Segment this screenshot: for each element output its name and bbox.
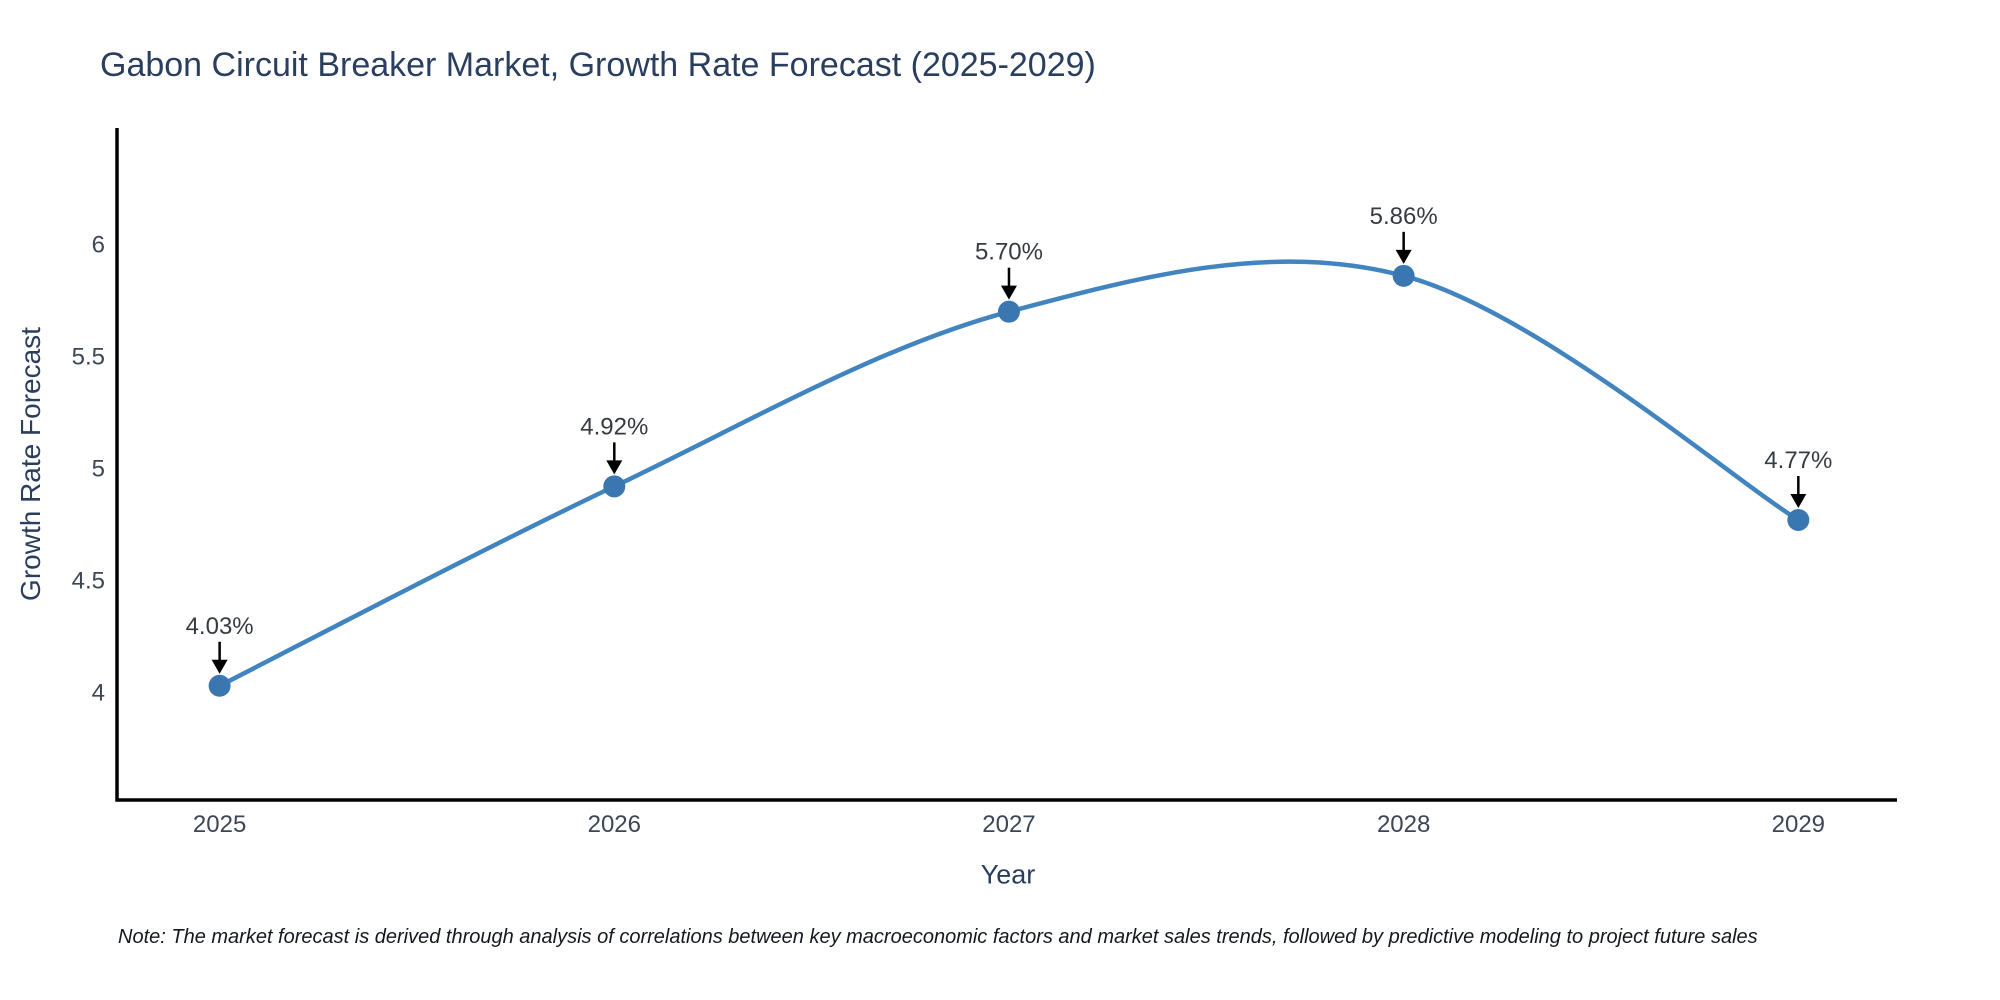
y-tick-label-5.5: 5.5	[72, 343, 105, 370]
chart-title: Gabon Circuit Breaker Market, Growth Rat…	[100, 46, 1096, 84]
annotation-label-2027: 5.70%	[975, 239, 1043, 266]
annotation-arrowhead-2028	[1395, 249, 1412, 264]
annotation-label-2029: 4.77%	[1764, 447, 1832, 474]
y-tick-label-4: 4	[92, 679, 105, 706]
annotation-label-2026: 4.92%	[580, 413, 648, 440]
data-point-2029[interactable]	[1787, 509, 1810, 531]
annotation-arrowhead-2026	[606, 460, 623, 475]
annotation-arrowhead-2029	[1790, 494, 1807, 508]
y-tick-label-4.5: 4.5	[72, 567, 105, 594]
x-tick-label-2028: 2028	[1377, 811, 1430, 838]
data-point-2028[interactable]	[1392, 264, 1415, 287]
annotation-arrowhead-2025	[211, 659, 228, 674]
y-tick-label-5: 5	[92, 455, 105, 482]
y-tick-label-6: 6	[92, 231, 105, 258]
x-tick-label-2026: 2026	[588, 811, 641, 838]
footnote: Note: The market forecast is derived thr…	[118, 926, 1758, 948]
data-point-2025[interactable]	[208, 674, 231, 697]
annotation-arrowhead-2027	[1000, 285, 1017, 300]
data-point-2027[interactable]	[997, 300, 1020, 323]
x-tick-label-2029: 2029	[1772, 811, 1825, 838]
annotation-label-2028: 5.86%	[1370, 203, 1438, 230]
data-point-2026[interactable]	[603, 475, 626, 498]
annotation-label-2025: 4.03%	[186, 613, 254, 640]
x-tick-label-2025: 2025	[193, 811, 246, 838]
x-axis-title: Year	[980, 859, 1036, 890]
forecast-line	[217, 259, 1801, 689]
x-tick-label-2027: 2027	[982, 811, 1035, 838]
